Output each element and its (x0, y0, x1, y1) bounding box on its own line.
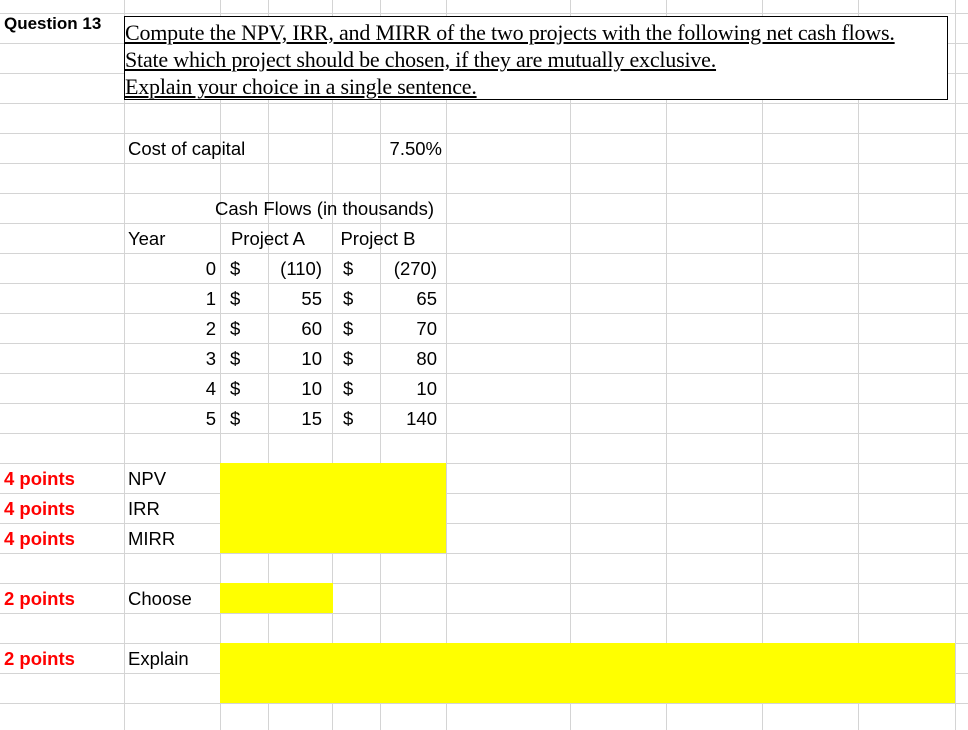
gridline (0, 193, 968, 194)
mirr-label[interactable]: MIRR (128, 528, 176, 549)
mirr-points: 4 points (4, 528, 75, 549)
explain-points: 2 points (4, 648, 75, 669)
gridline (0, 283, 968, 284)
project-b-value-cell[interactable]: (270) (393, 258, 437, 279)
question-line-1: Compute the NPV, IRR, and MIRR of the tw… (125, 20, 895, 45)
gridline (0, 313, 968, 314)
gridline (0, 463, 968, 464)
project-a-header[interactable]: Project A (230, 228, 306, 249)
gridline (0, 403, 968, 404)
cost-of-capital-label[interactable]: Cost of capital (128, 138, 246, 159)
project-a-value-cell[interactable]: (110) (280, 258, 322, 279)
gridline (380, 0, 381, 730)
irr-label[interactable]: IRR (128, 498, 160, 519)
currency-a-cell[interactable]: $ (230, 258, 241, 279)
gridline (666, 0, 667, 730)
currency-a-cell[interactable]: $ (230, 318, 241, 339)
gridline (0, 103, 968, 104)
choose-label[interactable]: Choose (128, 588, 192, 609)
gridline (955, 0, 956, 730)
gridline (0, 613, 968, 614)
gridline (0, 373, 968, 374)
gridline (332, 0, 333, 730)
gridline (0, 133, 968, 134)
year-cell[interactable]: 3 (205, 348, 216, 369)
currency-b-cell[interactable]: $ (343, 288, 354, 309)
question-line-2: State which project should be chosen, if… (125, 47, 717, 72)
project-a-value-cell[interactable]: 55 (301, 288, 322, 309)
project-a-value-cell[interactable]: 15 (301, 408, 322, 429)
gridline (0, 433, 968, 434)
currency-a-cell[interactable]: $ (230, 348, 241, 369)
currency-a-cell[interactable]: $ (230, 378, 241, 399)
gridline (446, 0, 447, 730)
currency-b-cell[interactable]: $ (343, 318, 354, 339)
question-label: Question 13 (4, 14, 102, 33)
project-a-value-cell[interactable]: 10 (301, 378, 322, 399)
year-cell[interactable]: 5 (205, 408, 216, 429)
choose-points: 2 points (4, 588, 75, 609)
question-text-box[interactable]: Compute the NPV, IRR, and MIRR of the tw… (124, 16, 948, 100)
year-cell[interactable]: 4 (205, 378, 216, 399)
gridline (268, 0, 269, 730)
gridline (0, 493, 968, 494)
project-b-header[interactable]: Project B (340, 228, 416, 249)
choose-answer-cell[interactable] (220, 583, 333, 613)
gridline (0, 13, 968, 14)
project-b-value-cell[interactable]: 10 (416, 378, 437, 399)
currency-a-cell[interactable]: $ (230, 288, 241, 309)
project-b-value-cell[interactable]: 70 (416, 318, 437, 339)
project-a-value-cell[interactable]: 10 (301, 348, 322, 369)
cash-flows-title[interactable]: Cash Flows (in thousands) (215, 198, 435, 219)
explain-answer-cell[interactable] (220, 643, 955, 703)
gridline (0, 253, 968, 254)
gridline (0, 223, 968, 224)
gridline (570, 0, 571, 730)
explain-label[interactable]: Explain (128, 648, 189, 669)
npv-irr-mirr-answer-cells[interactable] (220, 463, 446, 553)
project-b-value-cell[interactable]: 80 (416, 348, 437, 369)
gridline (0, 583, 968, 584)
gridline (124, 0, 125, 730)
gridline (0, 163, 968, 164)
year-cell[interactable]: 2 (205, 318, 216, 339)
currency-b-cell[interactable]: $ (343, 408, 354, 429)
gridline (0, 703, 968, 704)
currency-b-cell[interactable]: $ (343, 378, 354, 399)
gridline (220, 0, 221, 730)
gridline (858, 0, 859, 730)
currency-a-cell[interactable]: $ (230, 408, 241, 429)
year-cell[interactable]: 1 (205, 288, 216, 309)
npv-points: 4 points (4, 468, 75, 489)
project-b-value-cell[interactable]: 140 (406, 408, 437, 429)
currency-b-cell[interactable]: $ (343, 258, 354, 279)
cost-of-capital-value[interactable]: 7.50% (389, 138, 442, 159)
npv-label[interactable]: NPV (128, 468, 167, 489)
project-a-value-cell[interactable]: 60 (301, 318, 322, 339)
gridline (0, 343, 968, 344)
question-line-3: Explain your choice in a single sentence… (125, 74, 477, 99)
project-b-value-cell[interactable]: 65 (416, 288, 437, 309)
currency-b-cell[interactable]: $ (343, 348, 354, 369)
gridline (0, 523, 968, 524)
year-header[interactable]: Year (128, 228, 166, 249)
year-cell[interactable]: 0 (205, 258, 216, 279)
gridline (762, 0, 763, 730)
irr-points: 4 points (4, 498, 75, 519)
gridline (0, 553, 968, 554)
